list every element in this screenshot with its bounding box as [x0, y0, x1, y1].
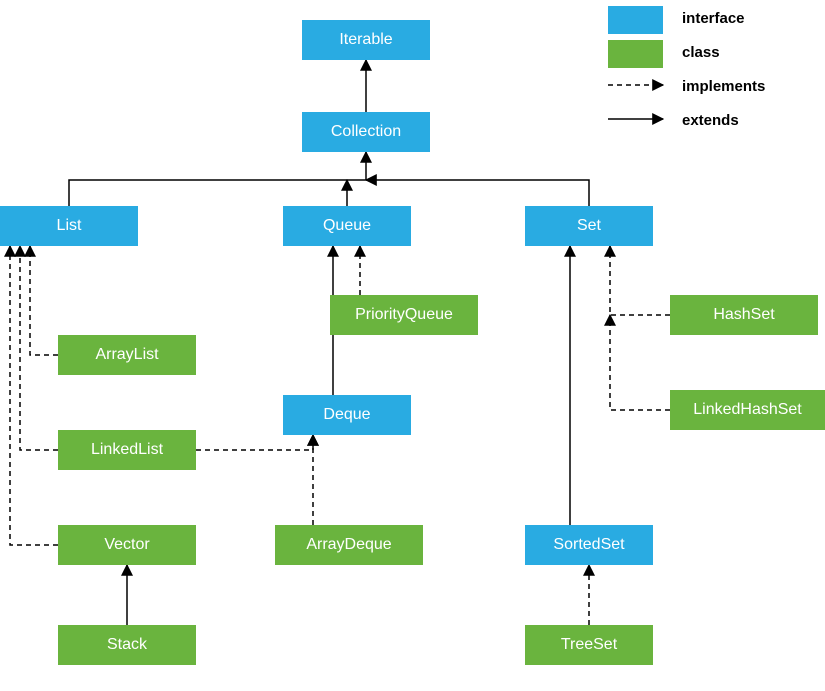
- node-sortedset: SortedSet: [525, 525, 653, 565]
- legend-implements-label: implements: [682, 78, 765, 95]
- node-linkedlist: LinkedList: [58, 430, 196, 470]
- node-collection: Collection: [302, 112, 430, 152]
- node-iterable: Iterable: [302, 20, 430, 60]
- node-arraydeque: ArrayDeque: [275, 525, 423, 565]
- node-arraylist: ArrayList: [58, 335, 196, 375]
- node-set: Set: [525, 206, 653, 246]
- legend-interface-label: interface: [682, 10, 745, 27]
- legend-extends-label: extends: [682, 112, 739, 129]
- legend-class-label: class: [682, 44, 720, 61]
- node-list: List: [0, 206, 138, 246]
- node-queue: Queue: [283, 206, 411, 246]
- node-priorityq: PriorityQueue: [330, 295, 478, 335]
- legend-class-swatch: [608, 40, 663, 68]
- node-treeset: TreeSet: [525, 625, 653, 665]
- node-deque: Deque: [283, 395, 411, 435]
- legend-interface-swatch: [608, 6, 663, 34]
- node-hashset: HashSet: [670, 295, 818, 335]
- node-lhashset: LinkedHashSet: [670, 390, 825, 430]
- node-stack: Stack: [58, 625, 196, 665]
- node-vector: Vector: [58, 525, 196, 565]
